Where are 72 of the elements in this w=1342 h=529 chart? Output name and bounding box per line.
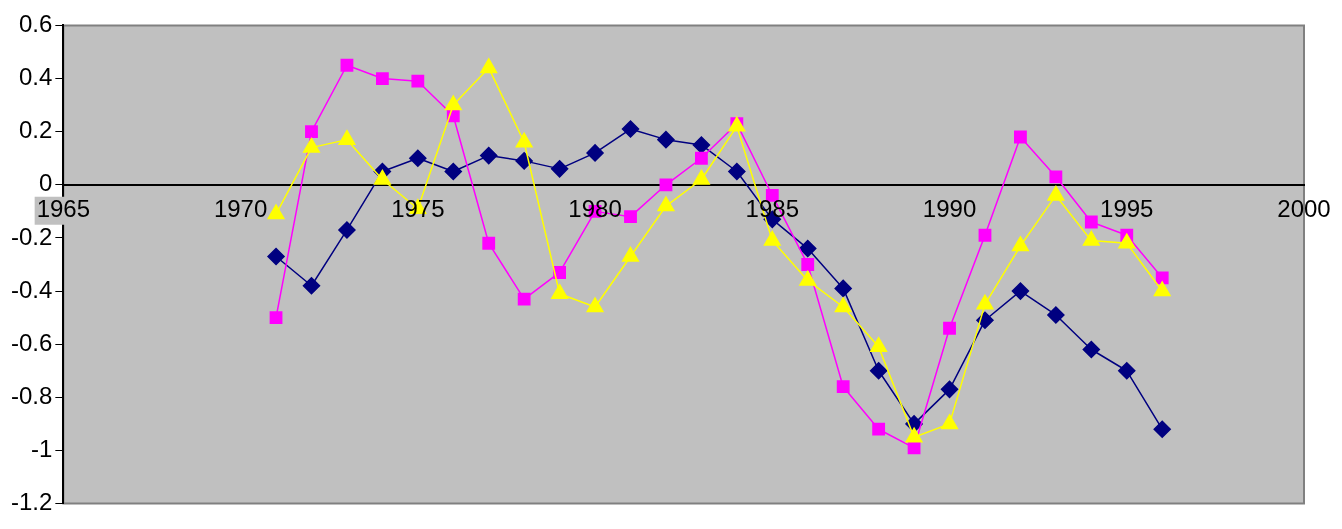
y-tick-label: 0.2 (18, 116, 53, 144)
y-tick-label: -0.6 (11, 328, 53, 356)
point (694, 151, 708, 165)
point (905, 427, 923, 443)
y-tick-label: 0.4 (18, 63, 53, 91)
point (1011, 236, 1029, 252)
point (1047, 306, 1065, 324)
point (872, 422, 886, 436)
y-tick-label: 0 (39, 169, 53, 197)
point (621, 120, 640, 138)
x-tick-label: 1965 (36, 195, 91, 223)
point (515, 152, 533, 170)
y-tick-label: -1 (31, 435, 53, 463)
point (692, 136, 711, 154)
point (870, 337, 888, 353)
point (302, 277, 321, 295)
point (978, 228, 992, 242)
point (940, 414, 959, 430)
point (659, 178, 673, 192)
point (550, 160, 569, 178)
point (834, 279, 852, 298)
point (1049, 170, 1063, 184)
y-tick-label: -0.4 (11, 275, 53, 303)
point (375, 72, 389, 85)
point (338, 221, 356, 239)
point (836, 380, 850, 394)
point (267, 247, 285, 266)
point (1084, 215, 1098, 229)
point (1118, 233, 1136, 249)
point (479, 146, 498, 165)
y-tick-label: -0.8 (11, 381, 53, 409)
point (269, 311, 283, 325)
x-tick-label: 2000 (1277, 195, 1331, 223)
point (657, 130, 675, 149)
point (834, 297, 852, 313)
point (624, 210, 637, 224)
point (444, 95, 462, 111)
point (411, 74, 425, 88)
x-tick-label: 1990 (922, 195, 977, 223)
point (798, 239, 817, 258)
point (940, 380, 959, 399)
point (728, 162, 746, 181)
point (943, 321, 956, 335)
point (801, 258, 815, 271)
point (1011, 282, 1030, 300)
y-tick-label: -1.2 (11, 488, 53, 516)
point (515, 132, 533, 148)
point (976, 294, 994, 310)
point (409, 149, 427, 167)
point (517, 292, 531, 306)
point (1014, 130, 1027, 144)
x-tick-label: 1995 (1100, 195, 1154, 223)
point (482, 236, 496, 250)
y-tick-label: -0.2 (11, 222, 53, 250)
point (586, 297, 604, 313)
x-tick-label: 1970 (213, 195, 268, 223)
point (1118, 362, 1136, 380)
point (1153, 420, 1171, 438)
point (1153, 281, 1171, 297)
point (340, 58, 354, 72)
point (267, 204, 285, 220)
y-tick-label: 0.6 (18, 10, 53, 38)
point (480, 58, 498, 74)
point (1155, 271, 1169, 285)
point (444, 162, 463, 181)
point (305, 125, 318, 139)
point (553, 266, 567, 279)
point (586, 144, 604, 162)
point (657, 196, 675, 212)
point (869, 362, 888, 380)
point (1082, 340, 1101, 359)
x-tick-label: 1975 (391, 195, 445, 223)
